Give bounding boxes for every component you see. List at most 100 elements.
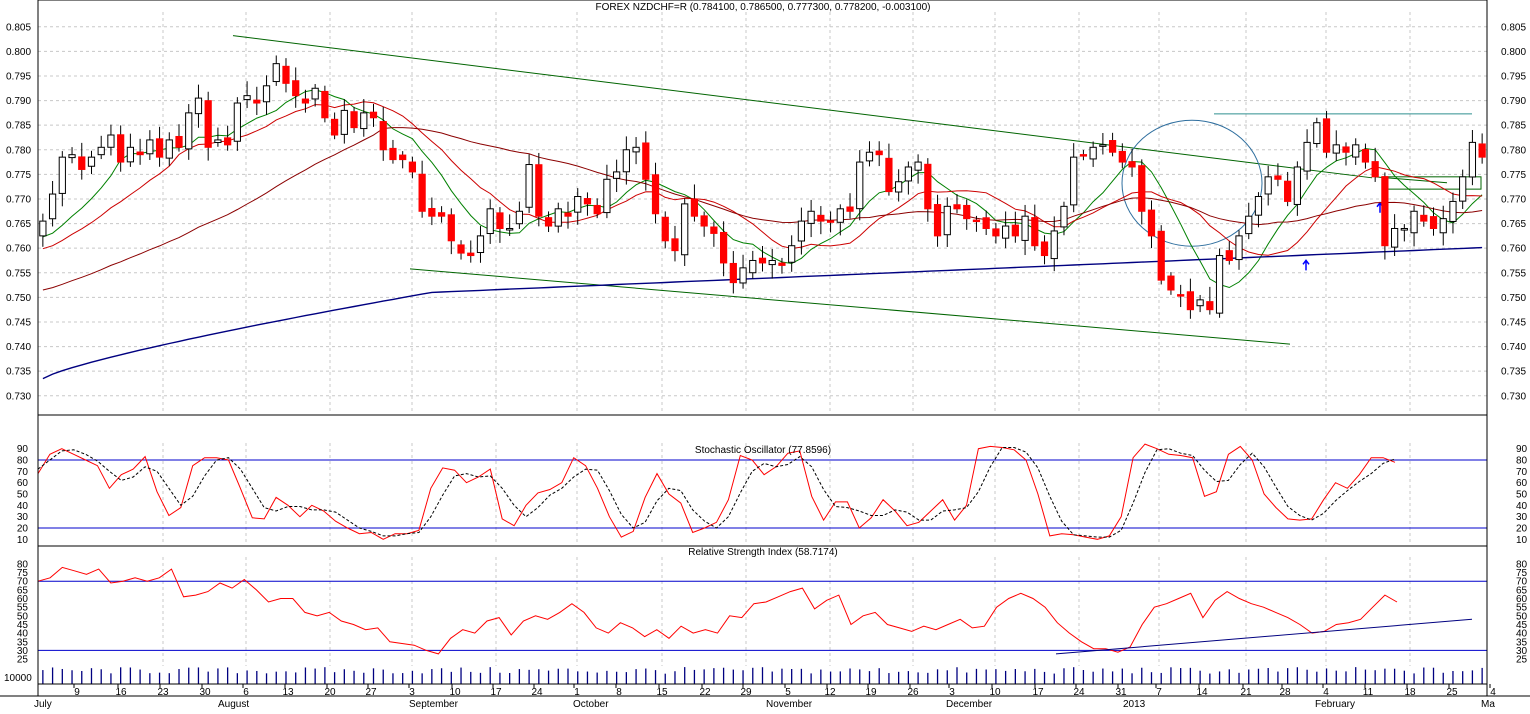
y-tick-label-right: 45 [1516,620,1528,631]
y-tick-label-right: 65 [1516,585,1528,596]
candle-body [457,244,465,254]
candle-body [126,146,134,163]
x-day-label: 14 [1196,687,1208,698]
y-tick-label-right: 90 [1516,444,1528,455]
y-tick-label-right: 60 [1516,594,1528,605]
y-tick-label-left: 60 [17,594,29,605]
y-tick-label-right: 0.745 [1501,317,1526,328]
x-day-label: 23 [157,687,169,698]
y-tick-label-right: 55 [1516,603,1528,614]
x-day-label: 16 [115,687,127,698]
candle-body [1138,165,1146,212]
y-tick-label-left: 35 [17,637,29,648]
y-tick-label-left: 45 [17,620,29,631]
candle-body [856,161,864,210]
candle-body [1089,146,1097,160]
y-tick-label-left: 60 [17,478,29,489]
up-arrow [1302,259,1310,271]
candle-body [681,203,689,256]
candle-body [1303,141,1311,172]
x-day-label: 25 [1446,687,1458,698]
candle-body [992,228,1000,237]
y-tick-label-right: 20 [1516,524,1528,535]
y-tick-label-right: 40 [1516,501,1528,512]
candle-body [175,135,183,148]
candle-body [136,151,144,156]
y-tick-label-left: 0.730 [6,391,31,402]
candle-body [768,259,776,266]
candle-body [1293,166,1301,205]
candle-body [583,198,592,205]
y-tick-label-right: 35 [1516,637,1528,648]
candle-body [690,198,699,217]
stochastic-panel-title: Stochastic Oscillator (77.8596) [695,445,831,456]
candle-body [1274,175,1282,180]
x-day-label: 3 [949,687,955,698]
candle-body [1147,209,1156,237]
candle-body [486,208,494,235]
candle-body [1002,225,1010,239]
candle-body [1196,299,1204,307]
candle-body [739,267,747,284]
y-tick-label-left: 90 [17,444,29,455]
candle-body [506,227,514,231]
candle-body [807,210,815,224]
rsi-panel-title: Relative Strength Index (58.7174) [688,547,838,558]
candle-body [593,204,601,215]
x-month-label: October [573,699,609,709]
rsi-trendline [1055,618,1473,655]
x-month-label: Ma [1481,699,1495,709]
x-day-label: 24 [531,687,543,698]
candle-body [437,212,446,217]
rsi-line [37,566,1398,655]
candle-body [1478,143,1486,158]
candle-body [301,98,310,104]
candle-body [749,259,757,274]
y-tick-label-left: 30 [17,646,29,657]
x-month-label: September [409,699,459,709]
x-day-label: 1 [574,687,580,698]
candle-body [48,193,57,220]
candle-body [1021,215,1029,241]
gridlines [38,12,1487,666]
candle-body [1070,156,1078,206]
candle-body [408,161,417,173]
candle-body [1410,210,1418,234]
candle-body [194,97,203,115]
candle-body [1206,301,1214,311]
x-day-label: 10 [989,687,1001,698]
y-tick-label-left: 20 [17,524,29,535]
candle-body [778,262,786,266]
x-day-label: 17 [490,687,502,698]
y-tick-label-right: 40 [1516,629,1528,640]
y-tick-label-left: 40 [17,629,29,640]
candle-body [369,111,378,119]
y-tick-label-left: 0.795 [6,71,31,82]
y-tick-label-right: 0.805 [1501,22,1526,33]
candle-body [758,257,767,264]
x-day-label: 27 [365,687,377,698]
x-day-label: 20 [324,687,336,698]
y-tick-label-left: 0.775 [6,170,31,181]
y-tick-label-right: 10 [1516,535,1528,546]
y-tick-label-left: 0.805 [6,22,31,33]
y-tick-label-left: 0.800 [6,47,31,58]
candle-body [924,163,932,210]
candle-body [214,139,222,144]
x-day-label: 29 [740,687,752,698]
candle-body [875,150,883,156]
y-tick-label-left: 25 [17,655,29,666]
candle-body [982,217,990,229]
y-tick-label-right: 50 [1516,490,1528,501]
candle-body [651,174,660,215]
y-tick-label-right: 0.730 [1501,391,1526,402]
candle-body [185,112,193,150]
candle-body [1040,241,1049,257]
candle-body [1050,230,1058,260]
candle-body [1157,230,1165,281]
candle-body [447,214,455,242]
candle-body [1099,144,1107,147]
candle-body [496,212,504,229]
x-day-label: 15 [656,687,668,698]
chart-labels: 0.730 0.730 0.735 0.735 0.740 0.740 0.745 0.745… [4,2,1528,710]
